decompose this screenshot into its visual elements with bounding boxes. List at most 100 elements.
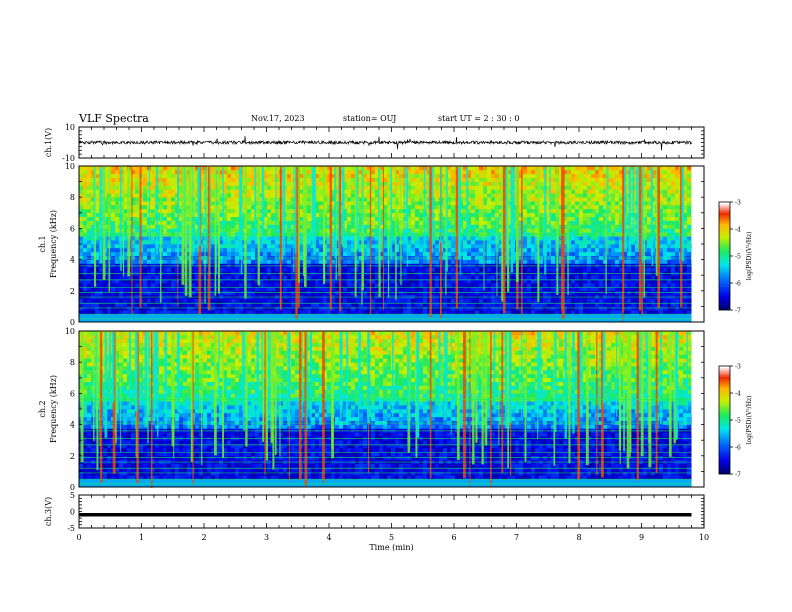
ch1-spectrogram-cell: [167, 251, 172, 256]
ch1-spectrogram-cell: [327, 318, 332, 323]
ch1-spectrogram-cell: [467, 259, 472, 264]
ch1-spectrogram-cell: [287, 310, 292, 315]
ch1-spectrogram-cell: [307, 205, 312, 210]
ch1-spectrogram-cell: [267, 251, 272, 256]
ch1-spectrogram-cell: [259, 177, 264, 182]
ch1-spectrogram-cell: [407, 177, 412, 182]
ch1-spectrogram-cell: [299, 247, 304, 253]
ch1-spectrogram-cell: [315, 298, 320, 303]
ch1-spectrogram-cell: [475, 302, 480, 307]
ch1-spectrogram-cell: [95, 216, 100, 221]
ch1-spectrogram-cell: [83, 302, 88, 307]
ch1-spectrogram-cell: [119, 310, 124, 315]
ch1-spectrogram-cell: [219, 177, 224, 182]
ch1-spectrogram-cell: [411, 247, 416, 253]
ch1-spectrogram-cell: [431, 247, 436, 253]
ch1-spectrogram-cell: [291, 216, 296, 221]
ch1-spectrogram-cell: [83, 283, 88, 288]
ch1-spectrogram-cell: [143, 228, 148, 233]
ch1-spectrogram-cell: [403, 267, 408, 272]
ch1-spectrogram-cell: [343, 169, 348, 175]
ch1-spectrogram-cell: [375, 205, 380, 210]
ch1-spectrogram-cell: [339, 318, 344, 323]
ch1-spectrogram-cell: [91, 189, 96, 194]
ch1-spectrogram-cell: [527, 267, 532, 272]
ch1-spectrogram-cell: [247, 279, 252, 284]
ch1-spectrogram-cell: [119, 275, 124, 280]
ch1-spectrogram-cell: [467, 212, 472, 217]
ch1-spectrogram-cell: [547, 185, 552, 190]
ch1-spectrogram-cell: [291, 201, 296, 206]
ch1-spectrogram-cell: [95, 212, 100, 217]
ch1-spectrogram-cell: [483, 201, 488, 206]
ch1-spectrogram-cell: [363, 279, 368, 284]
ch1-spectrogram-cell: [347, 177, 352, 182]
ch1-spectrogram-cell: [379, 185, 384, 190]
ch1-spectrogram-cell: [115, 251, 120, 256]
ch1-spectrogram-cell: [523, 318, 528, 323]
ch1-spectrogram-cell: [287, 181, 292, 186]
ch1-spectrogram-cell: [195, 220, 200, 225]
ch1-spectrogram-cell: [315, 236, 320, 241]
ch1-spectrogram-cell: [335, 247, 340, 253]
ch1-spectrogram-cell: [499, 302, 504, 307]
ch1-spectrogram-cell: [235, 181, 240, 186]
ch1-spectrogram-cell: [415, 251, 420, 256]
ch1-spectrogram-cell: [167, 298, 172, 303]
ch1-spectrogram-cell: [223, 197, 228, 202]
ch1-spectrogram-cell: [163, 236, 168, 241]
ch1-spectrogram-cell: [535, 275, 540, 280]
ch1-spectrogram-cell: [463, 193, 468, 198]
ch1-spectrogram-cell: [263, 177, 268, 182]
ch1-spectrogram-cell: [531, 189, 536, 194]
ch1-spectrogram-cell: [307, 197, 312, 202]
ch1-spectrogram-cell: [443, 314, 448, 319]
ch1-spectrogram-cell: [143, 189, 148, 194]
ch1-spectrogram-cell: [111, 310, 116, 315]
ch1-spectrogram-cell: [463, 201, 468, 206]
ch1-spectrogram-cell: [343, 173, 348, 178]
ch1-spectrogram-cell: [475, 290, 480, 295]
ch1-spectrogram-cell: [443, 247, 448, 253]
ch1-spectrogram-cell: [531, 247, 536, 253]
ch1-spectrogram-cell: [551, 185, 556, 190]
ch1-spectrogram-cell: [391, 306, 396, 311]
ch1-spectrogram-cell: [383, 228, 388, 233]
ch1-spectrogram-cell: [487, 236, 492, 241]
ch1-spectrogram-cell: [451, 240, 456, 245]
ch1-spectrogram-cell: [211, 177, 216, 182]
ch1-spectrogram-cell: [307, 177, 312, 182]
ch1-spectrogram-cell: [235, 224, 240, 229]
ch1-spectrogram-cell: [387, 290, 392, 295]
ch1-spectrogram-cell: [395, 205, 400, 210]
ch1-spectrogram-cell: [179, 247, 184, 253]
ch1-spectrogram-cell: [367, 185, 372, 190]
ch1-spectrogram-cell: [195, 283, 200, 288]
ch1-spectrogram-cell: [467, 267, 472, 272]
ch1-spectrogram-cell: [227, 279, 232, 284]
ch1-spectrogram-cell: [83, 220, 88, 225]
ch1-spectrogram-cell: [463, 290, 468, 295]
ch1-spectrogram-cell: [191, 286, 196, 292]
ch1-spectrogram-cell: [131, 220, 136, 225]
ch1-spectrogram-cell: [327, 267, 332, 272]
ch1-spectrogram-cell: [171, 286, 176, 292]
ch1-spectrogram-cell: [147, 251, 152, 256]
ch1-spectrogram-cell: [123, 216, 128, 221]
ch1-spectrogram-cell: [143, 185, 148, 190]
ch1-spectrogram-cell: [83, 244, 88, 249]
ch1-spectrogram-cell: [115, 298, 120, 303]
ch1-spectrogram-cell: [115, 306, 120, 311]
ch1-spectrogram-cell: [315, 247, 320, 253]
ch1-spectrogram-cell: [371, 173, 376, 178]
ch1-spectrogram-cell: [83, 228, 88, 233]
ch1-spectrogram-cell: [475, 216, 480, 221]
ch1-spectrogram-cell: [283, 298, 288, 303]
ch1-spectrogram-cell: [451, 189, 456, 194]
ch1-spectrogram-cell: [247, 205, 252, 210]
ch1-spectrogram-cell: [479, 302, 484, 307]
ch1-spectrogram-cell: [527, 240, 532, 245]
ch1-spectrogram-cell: [323, 314, 328, 319]
ch1-spectrogram-cell: [267, 224, 272, 229]
ch1-spectrogram-cell: [335, 205, 340, 210]
